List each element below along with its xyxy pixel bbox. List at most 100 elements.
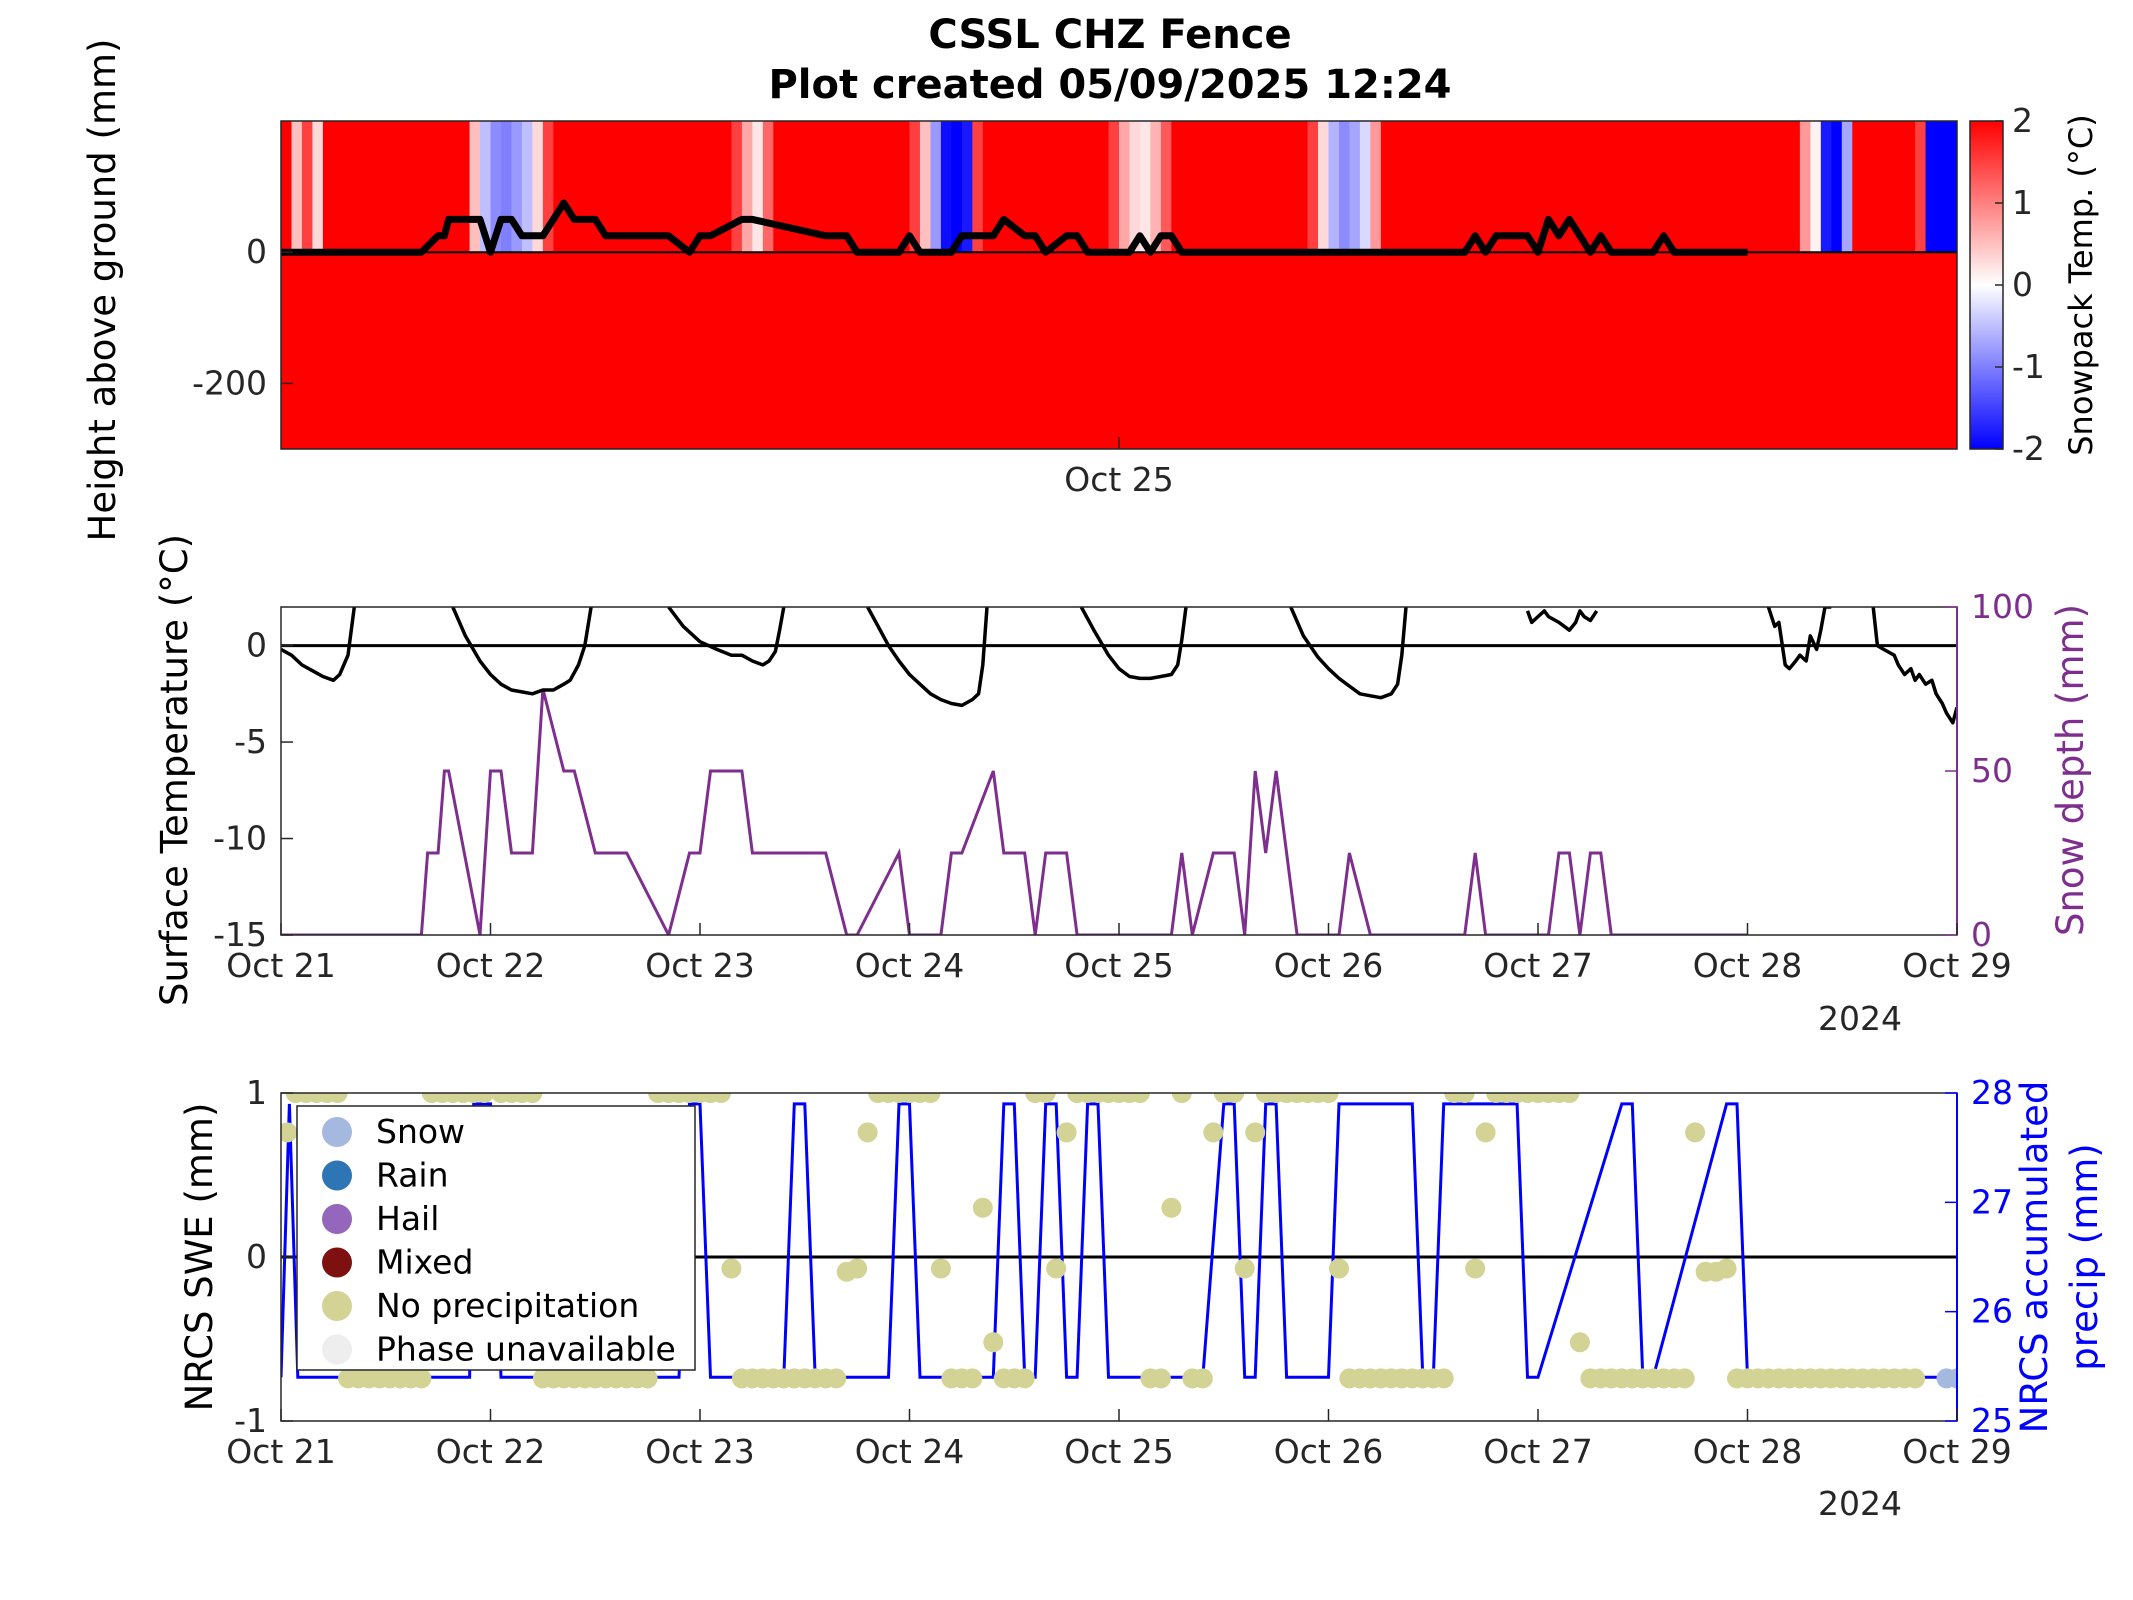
- colorbar-tick-label: -2: [2012, 429, 2045, 468]
- swe-y-ticks: 1 0 -1: [234, 1073, 293, 1440]
- heatmap-column: [1894, 121, 1906, 253]
- no-precip-marker: [522, 1093, 543, 1103]
- x-tick-label: Oct 28: [1693, 1432, 1803, 1471]
- heatmap-column: [1768, 121, 1780, 253]
- x-tick-label: Oct 25: [1064, 460, 1174, 499]
- x-tick-label: Oct 26: [1274, 1432, 1384, 1471]
- x-tick-label: Oct 27: [1483, 946, 1593, 985]
- legend-label: No precipitation: [376, 1286, 639, 1325]
- x-tick-label: Oct 23: [645, 1432, 755, 1471]
- heatmap-column: [1359, 121, 1371, 253]
- legend-marker: [322, 1117, 352, 1147]
- snow-depth-overlay: [281, 199, 1957, 256]
- accum-precip-line: [281, 1102, 1957, 1379]
- heatmap-column: [490, 121, 502, 253]
- surface-temp-line: [1525, 609, 1599, 632]
- no-precip-marker: [1192, 1368, 1213, 1389]
- heatmap-column: [322, 121, 334, 253]
- heatmap-column: [804, 121, 890, 253]
- y2-tick-label: 25: [1971, 1401, 2013, 1440]
- surface-x-ticks: Oct 21 Oct 22 Oct 23 Oct 24 Oct 25 Oct 26 Oct …: [226, 923, 2012, 985]
- surface-plot-frame: [280, 606, 1958, 936]
- x-tick-label: Oct 24: [855, 946, 965, 985]
- heatmap-column: [741, 121, 753, 253]
- surface-series: [281, 607, 1957, 935]
- snowpack-y-axis-label: Height above ground (mm): [81, 39, 124, 542]
- y2-tick-label: 0: [1971, 915, 1992, 954]
- heatmap-column: [1820, 121, 1832, 253]
- heatmap-column: [1119, 121, 1131, 253]
- heatmap-column: [1569, 121, 1581, 253]
- swe-y-axis-label: NRCS SWE (mm): [178, 1103, 221, 1412]
- heatmap-column: [1915, 121, 1927, 253]
- x-tick-label: Oct 28: [1693, 946, 1803, 985]
- y2-tick-label: 27: [1971, 1182, 2013, 1221]
- heatmap-column: [1475, 121, 1539, 253]
- surface-temp-line: [1766, 607, 1832, 671]
- colorbar-label: Snowpack Temp. (°C): [2062, 114, 2100, 456]
- heatmap-column: [1611, 121, 1749, 253]
- no-precip-marker: [962, 1368, 983, 1389]
- x-tick-label: Oct 21: [226, 1432, 336, 1471]
- heatmap-column: [312, 121, 324, 253]
- precip-series: [281, 1093, 1957, 1389]
- heatmap-column: [333, 121, 345, 253]
- heatmap-column: [563, 121, 575, 253]
- heatmap-column: [752, 121, 764, 253]
- y-tick-label: -15: [213, 915, 267, 954]
- y2-tick-label: 50: [1971, 751, 2013, 790]
- legend-box: [296, 1105, 696, 1371]
- heatmap-column: [1338, 121, 1351, 253]
- heatmap-column: [511, 121, 523, 253]
- heatmap-column: [1799, 121, 1811, 253]
- no-precip-marker: [1905, 1368, 1926, 1389]
- heatmap-column: [1401, 121, 1476, 253]
- legend-marker: [322, 1291, 352, 1321]
- heatmap-column: [542, 121, 554, 253]
- heatmap-column: [1841, 121, 1853, 253]
- no-precip-marker: [920, 1093, 941, 1103]
- y-tick-label: 1: [246, 1073, 267, 1112]
- y-tick-label: -5: [234, 722, 267, 761]
- y-tick-label: -1: [234, 1401, 267, 1440]
- heatmap-column: [1307, 121, 1319, 253]
- heatmap-column: [343, 121, 366, 253]
- colorbar-tick-label: 0: [2012, 265, 2033, 304]
- no-precip-marker: [1674, 1368, 1695, 1389]
- heatmap-column: [1318, 121, 1330, 253]
- x-tick-label: Oct 24: [855, 1432, 965, 1471]
- heatmap-column: [500, 121, 513, 253]
- below-ground-cells: [281, 252, 1957, 449]
- heatmap-column: [1035, 121, 1099, 253]
- accum-precip-y-axis-label-line1: NRCS accumulated: [2013, 1081, 2056, 1434]
- no-precip-marker: [721, 1258, 742, 1279]
- heatmap-column: [301, 121, 314, 253]
- heatmap-column: [1328, 121, 1340, 253]
- surface-year-label: 2024: [1818, 999, 1902, 1038]
- snow-marker: [1947, 1368, 1957, 1389]
- heatmap-column: [1873, 121, 1885, 253]
- heatmap-column: [951, 121, 963, 253]
- heatmap-column: [616, 121, 701, 253]
- no-precip-marker: [1329, 1258, 1349, 1279]
- heatmap-column: [1883, 121, 1895, 253]
- heatmap-column: [1370, 121, 1382, 253]
- no-precip-marker: [327, 1093, 348, 1103]
- heatmap-column: [972, 121, 984, 253]
- legend-marker: [322, 1160, 352, 1191]
- legend-marker: [322, 1247, 352, 1278]
- heatmap-column: [448, 121, 471, 253]
- no-precip-marker: [711, 1093, 731, 1103]
- no-precip-marker: [1559, 1093, 1580, 1103]
- no-precip-marker: [1454, 1093, 1475, 1103]
- surface-temp-line: [866, 607, 989, 708]
- heatmap-column: [762, 121, 774, 253]
- heatmap-column: [1789, 121, 1801, 253]
- heatmap-column: [1160, 121, 1172, 253]
- no-precip-marker: [1224, 1093, 1245, 1103]
- legend-label: Hail: [376, 1199, 439, 1238]
- no-precip-marker: [847, 1258, 868, 1279]
- heatmap-column: [961, 121, 973, 253]
